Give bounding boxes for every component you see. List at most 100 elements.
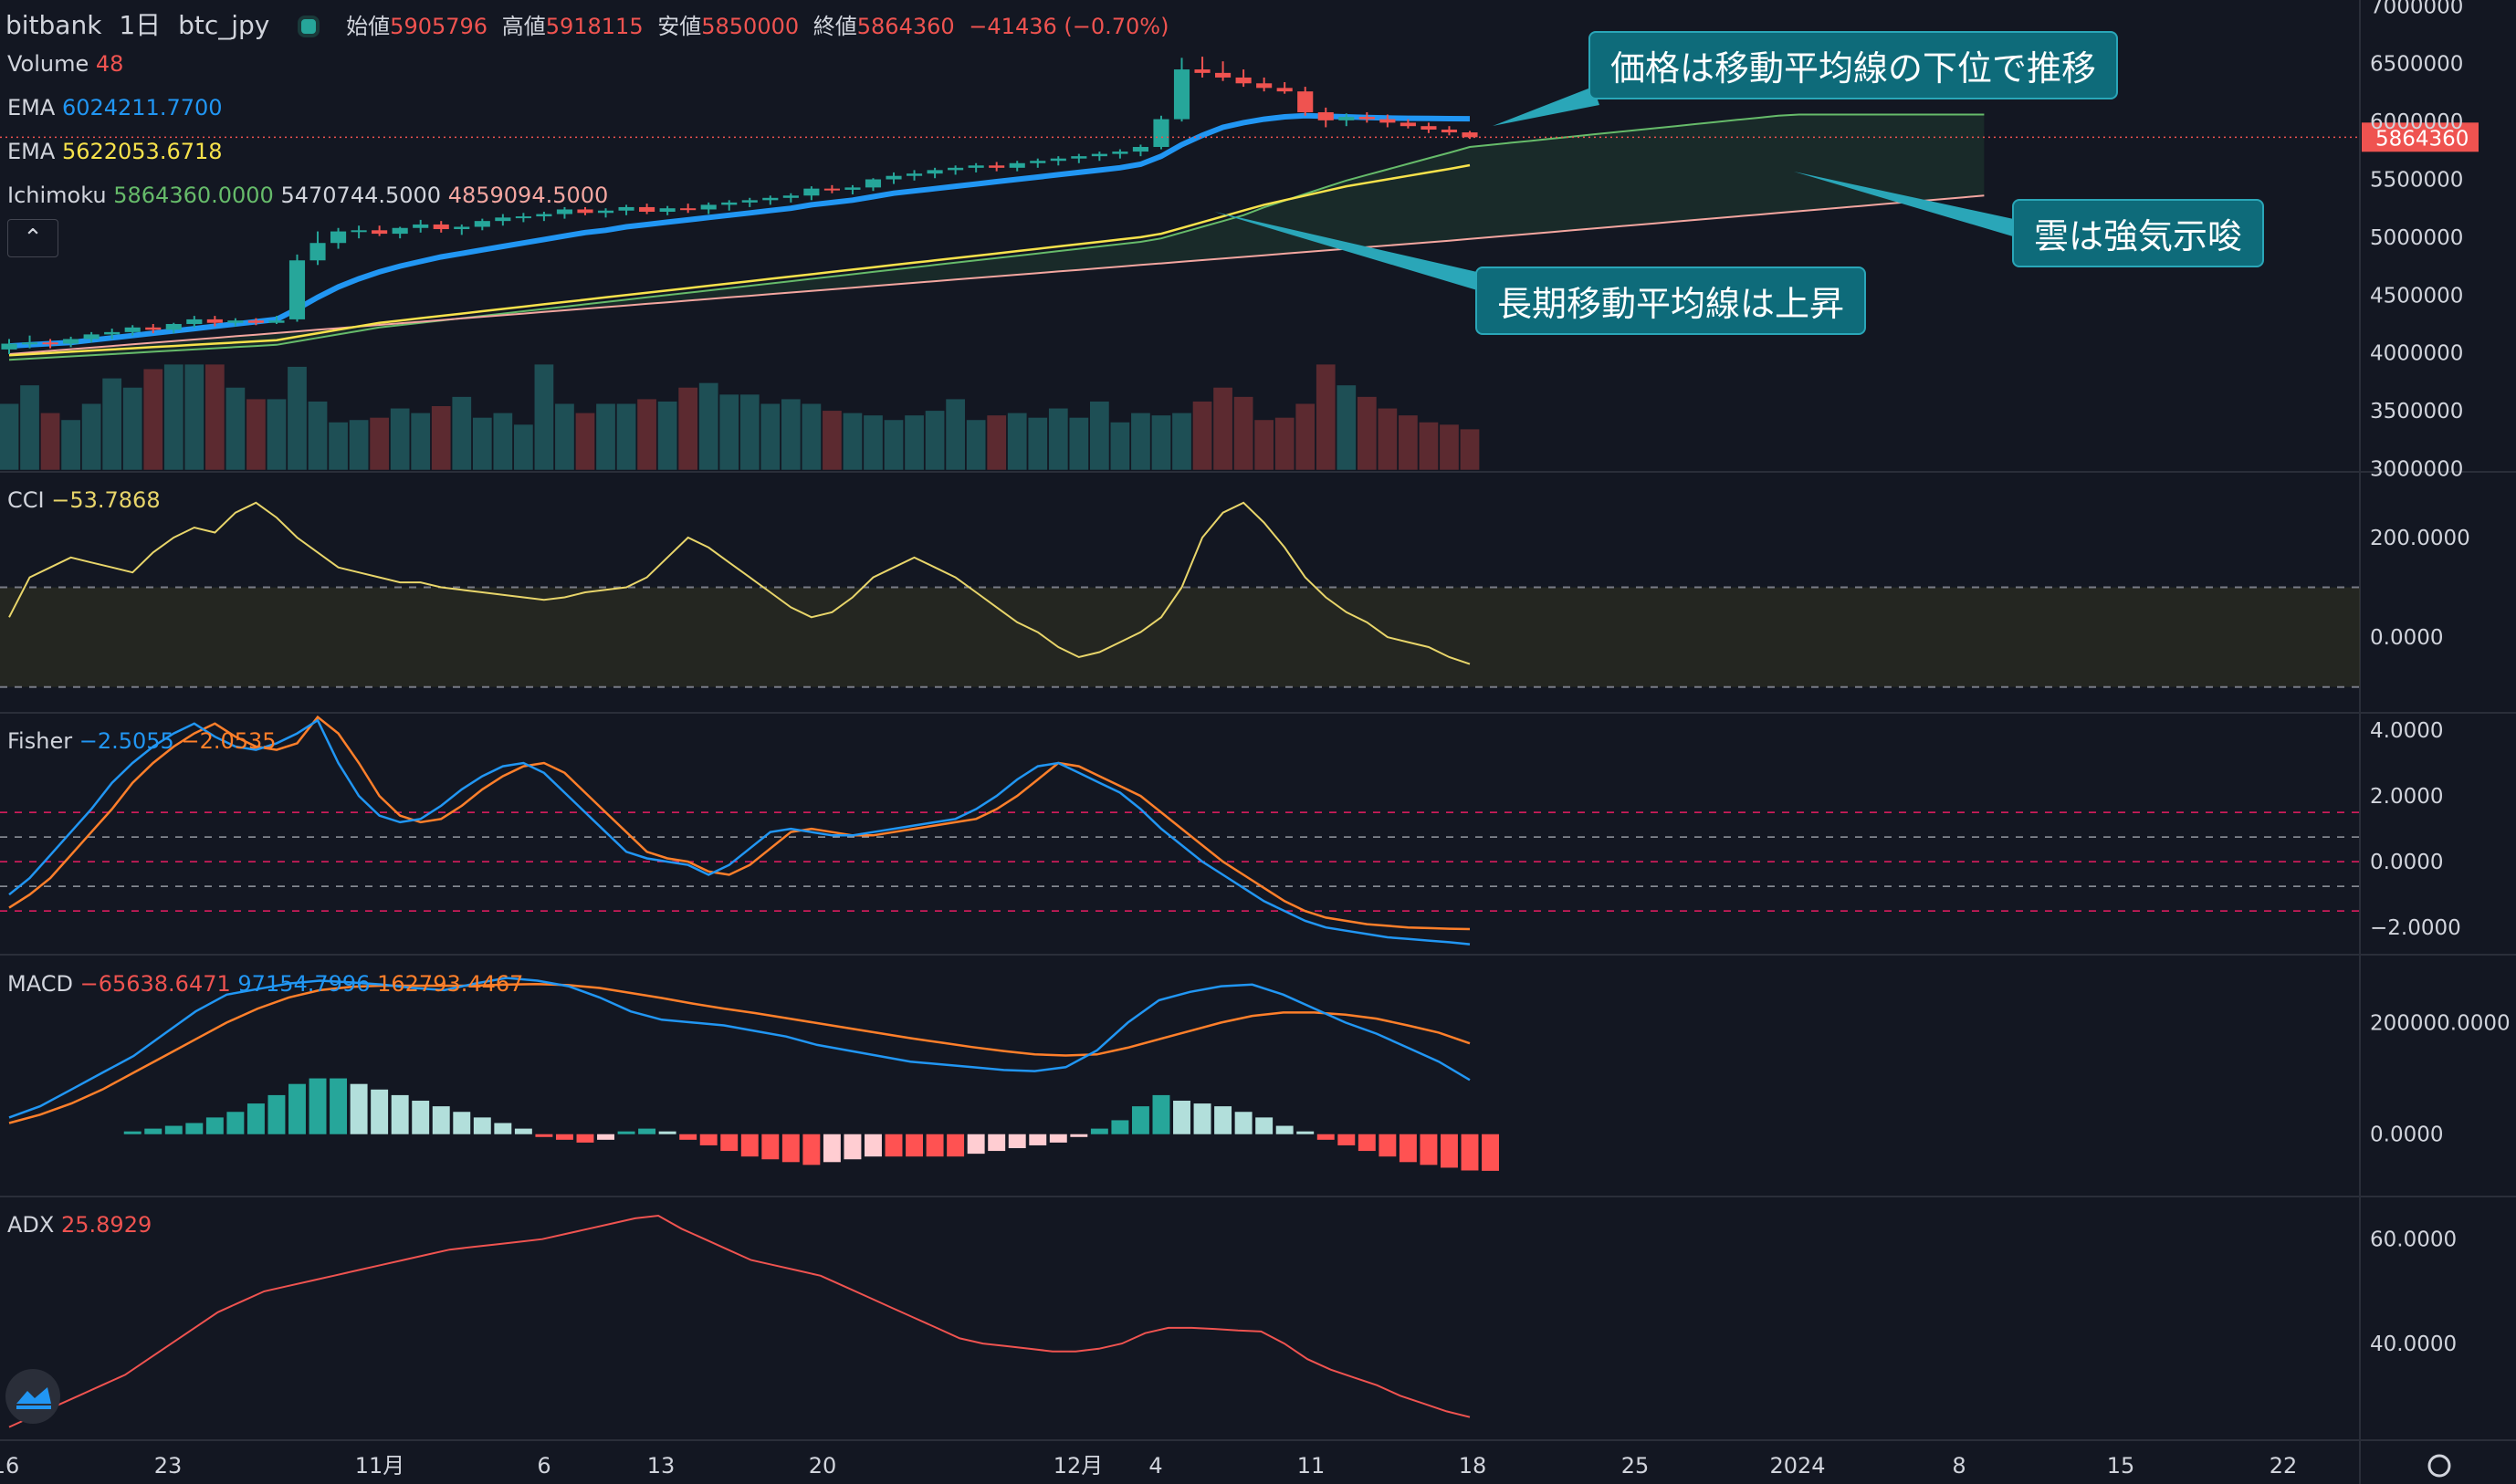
legend-macd-v3: 162793.4467 <box>377 971 524 997</box>
volume-bar <box>329 422 348 470</box>
macd-histogram-bar <box>1255 1117 1274 1134</box>
x-tick-label: 20 <box>809 1453 837 1479</box>
volume-bar <box>1357 396 1377 470</box>
ichimoku-span-a <box>8 113 1985 361</box>
candle-body <box>1 343 17 350</box>
candle-body <box>1256 83 1273 89</box>
macd-histogram-bar <box>1173 1101 1190 1134</box>
volume-bar <box>122 387 142 470</box>
macd-histogram-bar <box>288 1083 306 1134</box>
candle-body <box>536 214 552 217</box>
annotation-long-ma-rising[interactable]: 長期移動平均線は上昇 <box>1475 266 1867 335</box>
macd-histogram-bar <box>246 1103 265 1134</box>
legend-volume[interactable]: Volume 48 <box>7 51 123 77</box>
x-tick-label: 18 <box>1459 1453 1487 1479</box>
macd-histogram-bar <box>720 1134 739 1152</box>
volume-bar <box>246 399 266 470</box>
callout-pointer <box>1214 212 1477 290</box>
volume-bar <box>1378 408 1398 470</box>
volume-bar <box>514 424 533 470</box>
volume-bar <box>288 366 307 470</box>
legend-cci[interactable]: CCI −53.7868 <box>7 487 161 513</box>
x-tick-label: 11 <box>1297 1453 1326 1479</box>
macd-histogram-bar <box>761 1134 780 1160</box>
macd-histogram-bar <box>185 1123 204 1134</box>
candle-body <box>330 231 347 244</box>
volume-bar <box>657 401 677 470</box>
volume-bar <box>102 378 122 470</box>
legend-adx[interactable]: ADX 25.8929 <box>7 1212 152 1238</box>
macd-histogram-bar <box>494 1123 512 1134</box>
candle-body <box>83 334 100 340</box>
macd-histogram-bar <box>802 1134 821 1165</box>
legend-macd[interactable]: MACD −65638.6471 97154.7996 162793.4467 <box>7 971 523 997</box>
ema-slow-line <box>8 163 1471 357</box>
interval-label[interactable]: 1日 <box>119 10 162 40</box>
legend-ichimoku[interactable]: Ichimoku 5864360.0000 5470744.5000 48590… <box>7 183 608 208</box>
y-tick-label: 40.0000 <box>2370 1332 2457 1356</box>
macd-histogram-bar <box>597 1134 614 1140</box>
x-tick-label: 16 <box>0 1453 19 1479</box>
macd-histogram-bar <box>844 1134 862 1160</box>
fisher-trigger-line <box>8 715 1471 931</box>
x-tick-label: 6 <box>537 1453 550 1479</box>
volume-bar <box>390 408 410 470</box>
volume-bar <box>431 406 451 470</box>
macd-histogram-bar <box>1316 1134 1335 1140</box>
volume-bar <box>61 420 80 470</box>
volume-bar <box>575 413 595 470</box>
change-value: −41436 (−0.70%) <box>969 14 1169 39</box>
candle-body <box>844 187 861 190</box>
volume-bar <box>678 387 698 470</box>
macd-histogram-bar <box>617 1131 635 1134</box>
candle-body <box>1030 161 1046 163</box>
x-tick-label: 23 <box>154 1453 183 1479</box>
candle-body <box>1194 69 1211 73</box>
candle-body <box>803 188 820 196</box>
collapse-legend-button[interactable]: ⌃ <box>7 219 58 257</box>
macd-histogram-bar <box>555 1134 573 1140</box>
x-tick-label: 15 <box>2107 1453 2135 1479</box>
volume-bar <box>1028 417 1048 470</box>
candle-body <box>597 210 614 214</box>
candle-body <box>495 217 511 222</box>
macd-histogram-bar <box>699 1134 718 1145</box>
annotation-cloud-bullish[interactable]: 雲は強気示唆 <box>2012 199 2265 267</box>
candle-body <box>1297 91 1314 112</box>
macd-histogram-bar <box>1234 1112 1253 1134</box>
legend-macd-v1: −65638.6471 <box>79 971 231 997</box>
legend-volume-value: 48 <box>95 51 124 77</box>
legend-ema-slow[interactable]: EMA 5622053.6718 <box>7 139 223 164</box>
macd-histogram-bar <box>781 1134 800 1163</box>
symbol-label[interactable]: btc_jpy <box>178 10 270 40</box>
legend-cci-name: CCI <box>7 487 45 513</box>
volume-bar <box>760 403 781 470</box>
macd-signal-line <box>8 982 1471 1124</box>
volume-bar <box>370 417 389 470</box>
volume-bar <box>163 364 183 470</box>
volume-bar <box>1295 403 1316 470</box>
open-value: 5905796 <box>390 14 488 39</box>
settings-gear-icon[interactable] <box>2427 1454 2451 1478</box>
legend-fisher[interactable]: Fisher −2.5055 −2.0535 <box>7 728 277 754</box>
exchange-name[interactable]: bitbank <box>5 10 102 40</box>
app-logo-icon[interactable] <box>5 1369 60 1424</box>
volume-bar <box>719 394 739 470</box>
candle-body <box>680 208 697 211</box>
annotation-price-below-ma[interactable]: 価格は移動平均線の下位で推移 <box>1588 31 2119 99</box>
legend-ema-fast[interactable]: EMA 6024211.7700 <box>7 95 223 120</box>
volume-bar <box>452 396 472 470</box>
candle-body <box>104 331 121 335</box>
volume-bar <box>143 369 163 470</box>
macd-histogram-bar <box>432 1106 450 1134</box>
volume-bar <box>1090 401 1109 470</box>
legend-ema-fast-value: 6024211.7700 <box>61 95 223 120</box>
macd-histogram-bar <box>1111 1120 1129 1134</box>
volume-bar <box>493 413 513 470</box>
macd-histogram-bar <box>885 1134 903 1157</box>
candle-body <box>556 209 573 214</box>
y-tick-label: 7000000 <box>2370 0 2463 18</box>
macd-histogram-bar <box>823 1134 841 1163</box>
candle-body <box>1071 156 1087 159</box>
